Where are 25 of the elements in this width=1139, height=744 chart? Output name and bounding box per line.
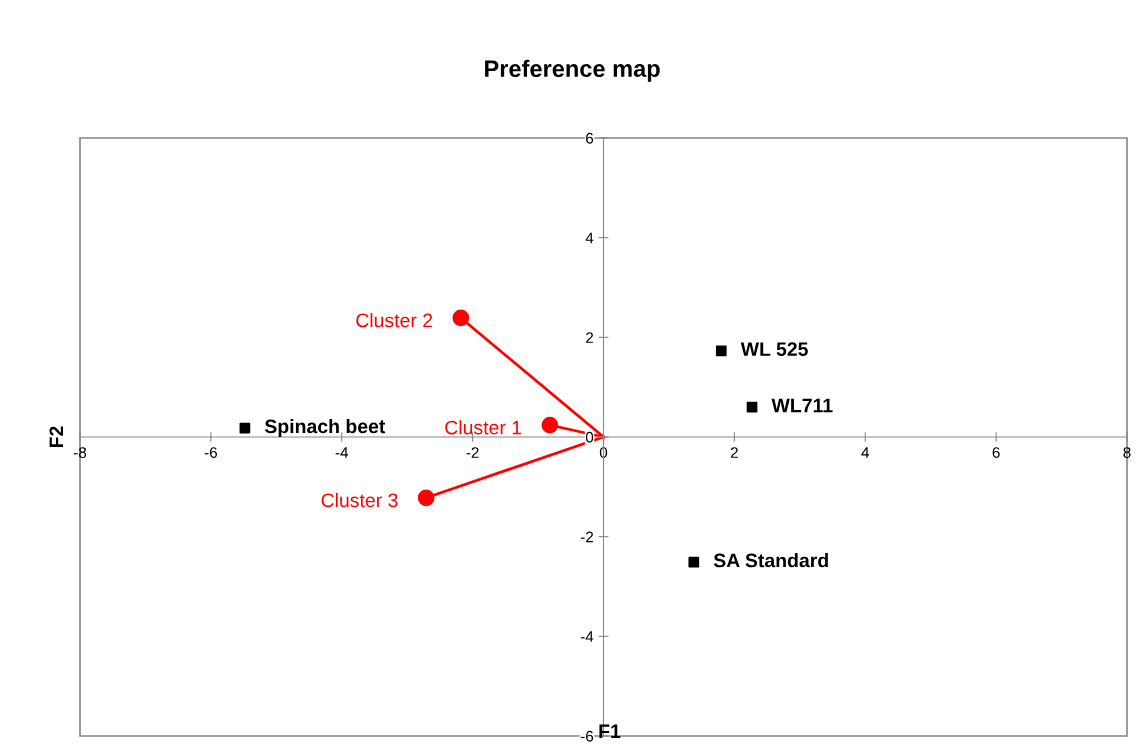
y-tick-label: -4 (580, 631, 594, 642)
y-tick-label: 4 (585, 232, 594, 244)
x-tick-label: -8 (73, 447, 87, 458)
series-label: WL711 (771, 398, 833, 413)
chart-title: Preference map (485, 59, 660, 82)
y-tick-label: 2 (586, 332, 594, 343)
series-label: WL 525 (740, 342, 808, 357)
y-tick-label: 6 (586, 132, 594, 144)
x-tick-label: 4 (861, 447, 870, 458)
x-tick-label: 6 (992, 447, 1000, 458)
x-tick-label: -4 (335, 447, 349, 458)
x-tick-label: 2 (730, 447, 738, 458)
series-label: Cluster 2 (356, 313, 433, 328)
x-tick-label: 8 (1123, 447, 1131, 458)
series-label: Cluster 3 (321, 492, 398, 508)
x-axis-title: F1 (599, 724, 621, 738)
series-label: Spinach beet (264, 418, 386, 438)
x-tick-label: -2 (466, 447, 479, 458)
y-axis-title: F2 (49, 426, 64, 448)
y-tick-label: -6 (580, 730, 594, 742)
x-tick-label: -6 (204, 447, 217, 458)
y-tick-label: 0 (585, 431, 594, 443)
y-tick-label: -2 (580, 531, 594, 543)
series-label: Cluster 1 (445, 420, 522, 435)
series-label: SA Standard (713, 553, 828, 568)
